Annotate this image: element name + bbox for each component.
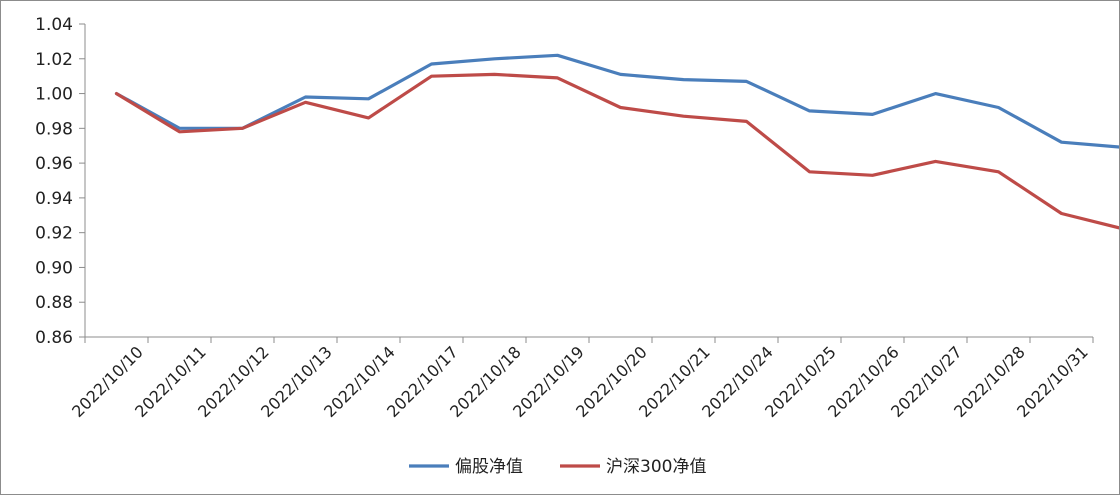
y-tick-label: 0.94 [35, 189, 73, 209]
series-line-hs300-nav [114, 72, 1120, 230]
y-axis-ticks: 0.86 0.88 0.90 0.92 0.94 0.96 0.98 1.00 1.02 1.04 [35, 15, 85, 348]
y-tick-label: 0.98 [35, 119, 73, 139]
x-axis-ticks: 2022/10/102022/10/112022/10/122022/10/13… [68, 337, 1094, 421]
y-tick-label: 0.88 [35, 293, 73, 313]
legend-label: 偏股净值 [455, 457, 523, 477]
y-tick-label: 0.92 [35, 224, 73, 244]
y-tick-label: 0.86 [35, 328, 73, 348]
y-tick-label: 1.00 [35, 85, 73, 105]
axes [84, 24, 1093, 338]
y-tick-label: 0.90 [35, 258, 73, 278]
legend-label: 沪深300净值 [606, 457, 706, 477]
legend: 偏股净值 沪深300净值 [409, 457, 706, 477]
series-lines [114, 53, 1120, 230]
series-line-equity-nav [114, 53, 1120, 149]
y-tick-label: 0.96 [35, 154, 73, 174]
y-tick-label: 1.02 [35, 50, 73, 70]
y-tick-label: 1.04 [35, 15, 73, 35]
